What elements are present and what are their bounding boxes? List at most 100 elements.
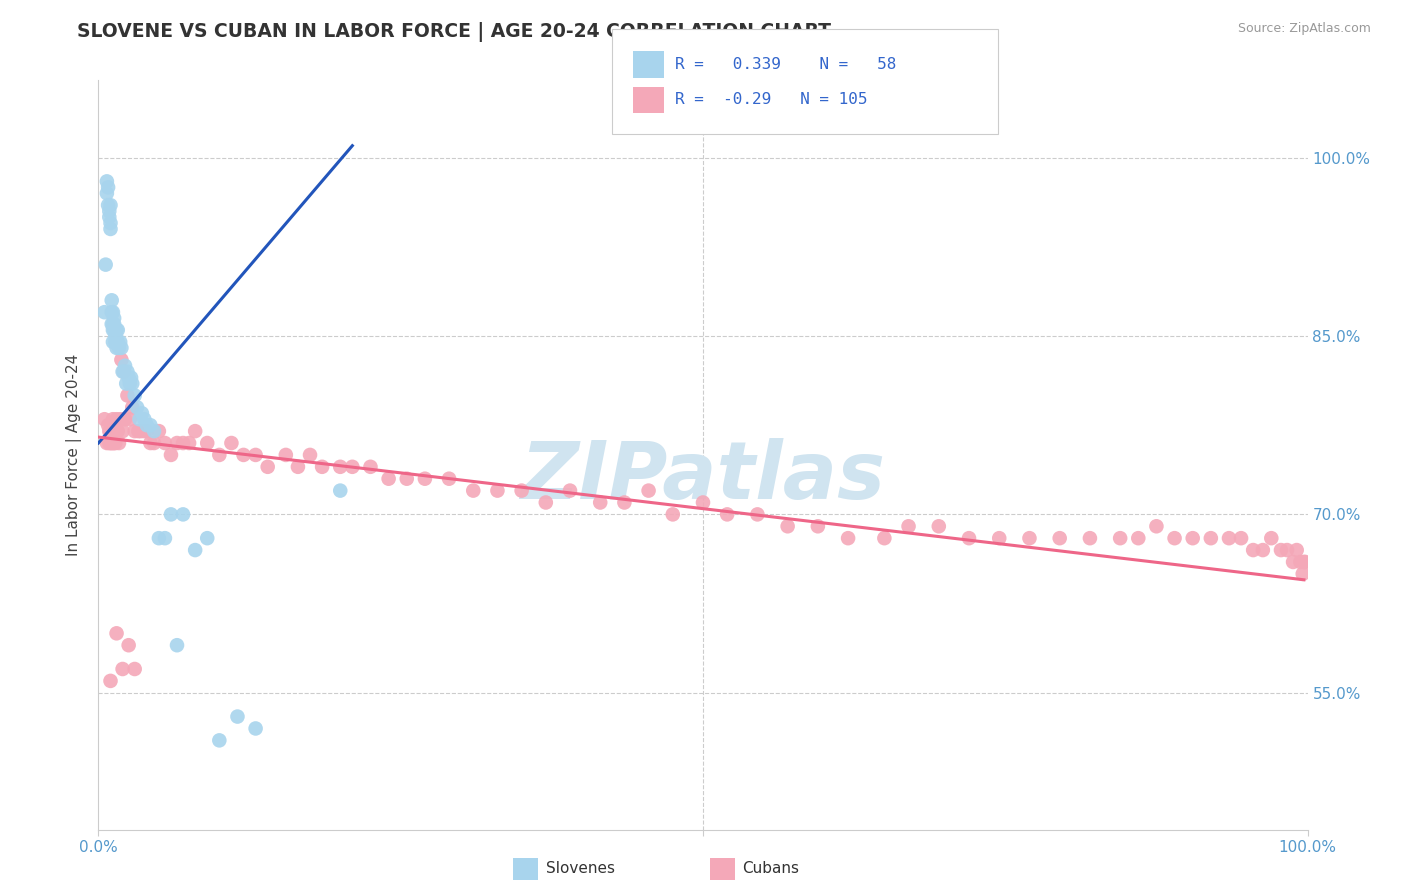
Point	[1128, 531, 1150, 545]
Point	[1251, 543, 1274, 558]
Point	[776, 519, 799, 533]
Point	[108, 436, 131, 450]
Point	[97, 180, 120, 194]
Point	[160, 508, 183, 522]
Point	[139, 418, 162, 433]
Point	[100, 424, 122, 438]
Point	[134, 412, 156, 426]
Point	[100, 293, 122, 308]
Point	[111, 424, 134, 438]
Point	[1260, 531, 1282, 545]
Point	[166, 638, 188, 652]
Point	[256, 459, 278, 474]
Point	[463, 483, 485, 498]
Point	[139, 436, 162, 450]
Point	[1018, 531, 1040, 545]
Point	[172, 508, 194, 522]
Point	[101, 323, 124, 337]
Point	[134, 424, 156, 438]
Point	[111, 662, 134, 676]
Point	[1181, 531, 1204, 545]
Point	[127, 424, 149, 438]
Point	[613, 495, 636, 509]
Point	[274, 448, 297, 462]
Point	[360, 459, 382, 474]
Point	[329, 459, 352, 474]
Point	[110, 352, 132, 367]
Point	[112, 365, 135, 379]
Point	[108, 412, 131, 426]
Text: R =   0.339    N =   58: R = 0.339 N = 58	[675, 57, 896, 71]
Point	[208, 733, 231, 747]
Point	[928, 519, 950, 533]
Point	[108, 334, 131, 349]
Point	[112, 365, 135, 379]
Point	[100, 198, 122, 212]
Point	[97, 198, 120, 212]
Text: Slovenes: Slovenes	[546, 862, 614, 876]
Point	[96, 436, 118, 450]
Point	[97, 418, 120, 433]
Point	[395, 472, 418, 486]
Point	[105, 412, 128, 426]
Point	[135, 418, 157, 433]
Y-axis label: In Labor Force | Age 20-24: In Labor Force | Age 20-24	[66, 354, 83, 556]
Point	[104, 329, 127, 343]
Point	[100, 436, 122, 450]
Point	[153, 531, 176, 545]
Point	[100, 216, 122, 230]
Point	[692, 495, 714, 509]
Point	[221, 436, 243, 450]
Point	[103, 424, 125, 438]
Point	[1078, 531, 1101, 545]
Point	[747, 508, 769, 522]
Point	[1282, 555, 1305, 569]
Point	[103, 436, 125, 450]
Point	[172, 436, 194, 450]
Point	[114, 412, 136, 426]
Point	[148, 531, 170, 545]
Point	[98, 204, 121, 219]
Text: Source: ZipAtlas.com: Source: ZipAtlas.com	[1237, 22, 1371, 36]
Point	[299, 448, 322, 462]
Point	[184, 543, 207, 558]
Point	[100, 222, 122, 236]
Point	[118, 376, 141, 391]
Point	[1218, 531, 1240, 545]
Point	[100, 424, 122, 438]
Point	[1292, 566, 1315, 581]
Point	[135, 424, 157, 438]
Point	[128, 412, 150, 426]
Point	[121, 401, 143, 415]
Point	[195, 436, 218, 450]
Point	[110, 341, 132, 355]
Point	[101, 334, 124, 349]
Point	[118, 370, 141, 384]
Point	[107, 323, 129, 337]
Point	[184, 424, 207, 438]
Point	[143, 424, 166, 438]
Point	[160, 448, 183, 462]
Point	[105, 424, 128, 438]
Point	[637, 483, 659, 498]
Point	[486, 483, 509, 498]
Point	[232, 448, 254, 462]
Point	[117, 365, 139, 379]
Text: R =  -0.29   N = 105: R = -0.29 N = 105	[675, 93, 868, 107]
Point	[413, 472, 436, 486]
Point	[208, 448, 231, 462]
Text: ZIPatlas: ZIPatlas	[520, 438, 886, 516]
Point	[101, 412, 124, 426]
Point	[103, 317, 125, 331]
Point	[1109, 531, 1132, 545]
Point	[124, 424, 146, 438]
Text: Cubans: Cubans	[742, 862, 800, 876]
Point	[101, 317, 124, 331]
Point	[1292, 555, 1315, 569]
Point	[121, 376, 143, 391]
Point	[127, 401, 149, 415]
Point	[437, 472, 460, 486]
Point	[108, 341, 131, 355]
Point	[1275, 543, 1298, 558]
Point	[311, 459, 333, 474]
